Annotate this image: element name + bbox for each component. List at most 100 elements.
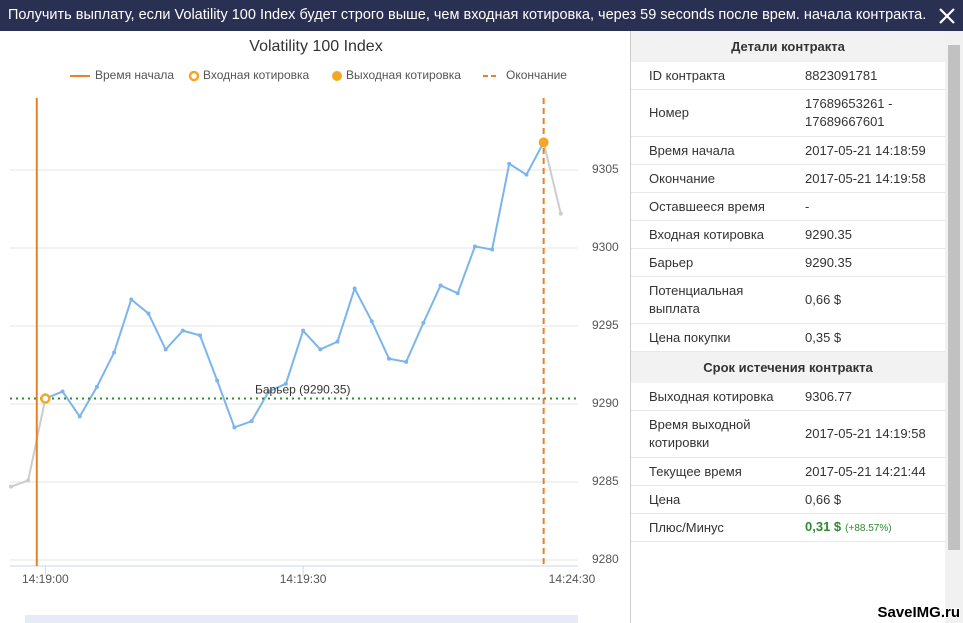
legend-label: Окончание: [506, 68, 567, 82]
detail-row: Барьер 9290.35: [631, 248, 945, 277]
detail-value: 0,35 $: [805, 323, 945, 352]
exit-marker: [538, 137, 549, 148]
y-tick-label: 9280: [592, 552, 619, 566]
header-title: Получить выплату, если Volatility 100 In…: [8, 7, 927, 23]
x-tick-label: 14:19:00: [22, 572, 69, 586]
price-point: [198, 333, 202, 338]
detail-value: 0,66 $: [805, 276, 945, 324]
detail-label: Текущее время: [631, 457, 805, 486]
price-point: [26, 478, 31, 483]
detail-row: Плюс/Минус 0,31 $ (+88.57%): [631, 513, 945, 542]
contract-panel: Детали контракта ID контракта 8823091781 Но…: [630, 31, 946, 623]
detail-value: 9290.35: [805, 248, 945, 277]
detail-value: 2017-05-21 14:21:44: [805, 457, 945, 486]
chart-title: Volatility 100 Index: [249, 38, 382, 55]
section-title: Детали контракта: [631, 31, 945, 62]
detail-label: Потенциальная выплата: [631, 276, 805, 324]
close-icon: [939, 8, 955, 24]
price-line: [10, 398, 47, 488]
detail-row: Цена покупки 0,35 $: [631, 323, 945, 352]
detail-row: Время выходной котировки 2017-05-21 14:19…: [631, 410, 945, 458]
price-point: [232, 425, 237, 430]
x-end-label: 14:24:30: [549, 572, 596, 586]
y-tick-label: 9290: [592, 396, 619, 410]
price-line: [44, 141, 545, 429]
detail-value: 17689653261 - 17689667601: [805, 89, 945, 137]
price-point: [438, 283, 443, 288]
price-point: [472, 244, 477, 249]
close-button[interactable]: [937, 6, 957, 26]
y-tick-label: 9305: [592, 162, 619, 176]
legend-label: Время начала: [95, 68, 174, 82]
price-point: [490, 247, 495, 252]
detail-row: Оставшееся время -: [631, 192, 945, 221]
price-point: [249, 419, 254, 424]
detail-value: 2017-05-21 14:19:58: [805, 164, 945, 193]
detail-value: 2017-05-21 14:18:59: [805, 136, 945, 165]
price-point: [404, 359, 409, 364]
detail-row: Потенциальная выплата 0,66 $: [631, 276, 945, 324]
price-point: [94, 384, 99, 389]
detail-label: Барьер: [631, 248, 805, 277]
price-point: [524, 172, 529, 177]
price-point: [60, 389, 65, 394]
price-point: [180, 328, 185, 333]
header: Получить выплату, если Volatility 100 In…: [0, 0, 963, 31]
detail-row: Время начала 2017-05-21 14:18:59: [631, 136, 945, 165]
x-tick-label: 14:19:30: [280, 572, 327, 586]
detail-value: 2017-05-21 14:19:58: [805, 410, 945, 458]
detail-label: Окончание: [631, 164, 805, 193]
scroll-thumb[interactable]: [948, 45, 960, 550]
detail-value: 0,31 $ (+88.57%): [805, 513, 945, 542]
y-tick-label: 9285: [592, 474, 619, 488]
price-point: [455, 291, 460, 296]
price-point: [352, 286, 357, 291]
detail-label: Номер: [631, 89, 805, 137]
contract-table: Детали контракта ID контракта 8823091781 Но…: [631, 31, 945, 542]
price-point: [507, 161, 512, 166]
detail-label: Входная котировка: [631, 220, 805, 249]
entry-marker: [40, 393, 51, 404]
detail-label: Цена: [631, 485, 805, 514]
detail-label: ID контракта: [631, 62, 805, 90]
price-point: [215, 378, 220, 383]
price-point: [266, 389, 271, 394]
legend-label: Входная котировка: [203, 68, 310, 82]
detail-label: Плюс/Минус: [631, 513, 805, 542]
price-point: [335, 339, 340, 344]
detail-value: 0,66 $: [805, 485, 945, 514]
price-point: [421, 320, 426, 325]
price-point: [9, 484, 13, 489]
y-tick-label: 9300: [592, 240, 619, 254]
price-line: [542, 142, 562, 214]
section-row: Срок истечения контракта: [631, 351, 945, 383]
price-point: [558, 211, 563, 216]
legend-marker: [332, 71, 342, 81]
legend-marker: [188, 70, 200, 82]
price-point: [77, 414, 82, 419]
profit-value: 0,31 $: [805, 518, 842, 534]
scrollbar[interactable]: [945, 31, 963, 623]
price-point: [369, 319, 374, 324]
price-point: [112, 350, 117, 355]
detail-value: 8823091781: [805, 62, 945, 90]
profit-percent: (+88.57%): [845, 522, 892, 534]
price-point: [283, 381, 288, 386]
watermark: SaveIMG.ru: [877, 604, 960, 621]
detail-label: Цена покупки: [631, 323, 805, 352]
detail-row: Выходная котировка 9306.77: [631, 383, 945, 411]
detail-value: 9306.77: [805, 383, 945, 411]
detail-label: Время начала: [631, 136, 805, 165]
detail-row: Входная котировка 9290.35: [631, 220, 945, 249]
barrier-label: Барьер (9290.35): [255, 383, 351, 397]
price-point: [318, 347, 323, 352]
price-point: [387, 356, 391, 361]
y-tick-label: 9295: [592, 318, 619, 332]
section-row: Детали контракта: [631, 31, 945, 62]
detail-row: Номер 17689653261 - 17689667601: [631, 89, 945, 137]
price-point: [146, 311, 151, 316]
price-point: [129, 297, 134, 302]
navigator: [25, 615, 578, 623]
detail-label: Выходная котировка: [631, 383, 805, 411]
